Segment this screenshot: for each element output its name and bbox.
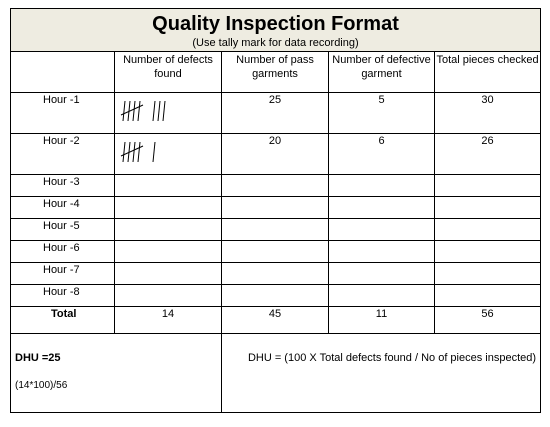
- defective-cell: [328, 174, 435, 197]
- pass-cell: [221, 284, 329, 307]
- total-cell: [433, 284, 542, 307]
- total-cell: [433, 196, 542, 219]
- header-blank: [10, 51, 115, 93]
- dhu-result-cell: DHU =25 (14*100)/56: [10, 333, 222, 413]
- table-row: Hour -5: [10, 218, 542, 241]
- defective-cell: [328, 284, 435, 307]
- dhu-formula: DHU = (100 X Total defects found / No of…: [247, 352, 537, 364]
- inspection-sheet: Quality Inspection Format (Use tally mar…: [9, 8, 542, 420]
- hour-label: Hour -6: [10, 240, 115, 263]
- dhu-value: DHU =25: [15, 352, 61, 364]
- total-defects: 14: [114, 306, 222, 334]
- total-label: Total: [10, 306, 115, 334]
- tally-stroke: [132, 100, 136, 122]
- pass-cell: [221, 262, 329, 285]
- dhu-calculation: (14*100)/56: [15, 380, 68, 391]
- hour-label: Hour -8: [10, 284, 115, 307]
- defective-cell: [328, 262, 435, 285]
- total-cell: 30: [433, 92, 542, 134]
- hour-label: Hour -5: [10, 218, 115, 241]
- form-subtitle: (Use tally mark for data recording): [192, 37, 359, 49]
- table-row: Hour -3: [10, 174, 542, 197]
- tally-stroke: [152, 100, 156, 122]
- total-cell: [433, 174, 542, 197]
- pass-cell: 25: [221, 92, 329, 134]
- header-pass: Number of pass garments: [221, 51, 329, 93]
- defects-cell: [114, 262, 222, 285]
- pass-cell: [221, 240, 329, 263]
- defective-cell: 5: [328, 92, 435, 134]
- tally-stroke: [152, 141, 156, 163]
- total-cell: [433, 218, 542, 241]
- defective-cell: [328, 196, 435, 219]
- defects-tally-cell: [114, 133, 222, 175]
- tally-stroke: [137, 100, 141, 122]
- table-row: Hour -2 20 6 26: [10, 133, 542, 175]
- header-defective: Number of defective garment: [328, 51, 435, 93]
- defects-cell: [114, 174, 222, 197]
- hour-label: Hour -7: [10, 262, 115, 285]
- table-row: Hour -4: [10, 196, 542, 219]
- table-row: Hour -8: [10, 284, 542, 307]
- hour-label: Hour -3: [10, 174, 115, 197]
- hour-label: Hour -2: [10, 133, 115, 175]
- tally-stroke: [162, 100, 166, 122]
- total-checked: 56: [433, 306, 542, 334]
- pass-cell: [221, 196, 329, 219]
- pass-cell: 20: [221, 133, 329, 175]
- total-pass: 45: [221, 306, 329, 334]
- header-row: Number of defects found Number of pass g…: [10, 51, 542, 93]
- form-title: Quality Inspection Format: [152, 13, 399, 35]
- defects-cell: [114, 218, 222, 241]
- title-cell: Quality Inspection Format (Use tally mar…: [9, 8, 542, 52]
- inspection-table: Quality Inspection Format (Use tally mar…: [9, 8, 542, 413]
- table-row: Hour -1 25 5 30: [10, 92, 542, 134]
- header-defects: Number of defects found: [114, 51, 222, 93]
- tally-stroke: [132, 141, 136, 163]
- tally-stroke: [137, 141, 141, 163]
- defective-cell: [328, 218, 435, 241]
- dhu-formula-cell: DHU = (100 X Total defects found / No of…: [220, 333, 542, 413]
- tally-stroke: [122, 141, 126, 163]
- tally-stroke: [157, 100, 161, 122]
- defects-cell: [114, 284, 222, 307]
- total-defective: 11: [328, 306, 435, 334]
- total-row: Total 14 45 11 56: [10, 306, 542, 334]
- tally-marks: [120, 100, 166, 122]
- defects-cell: [114, 196, 222, 219]
- table-row: Hour -7: [10, 262, 542, 285]
- table-row: Hour -6: [10, 240, 542, 263]
- defects-tally-cell: [114, 92, 222, 134]
- tally-slash: [120, 104, 144, 116]
- pass-cell: [221, 174, 329, 197]
- defective-cell: [328, 240, 435, 263]
- pass-cell: [221, 218, 329, 241]
- header-total: Total pieces checked: [433, 51, 542, 93]
- hour-label: Hour -4: [10, 196, 115, 219]
- hour-label: Hour -1: [10, 92, 115, 134]
- total-cell: [433, 262, 542, 285]
- defective-cell: 6: [328, 133, 435, 175]
- total-cell: 26: [433, 133, 542, 175]
- tally-marks: [120, 141, 156, 163]
- tally-stroke: [122, 100, 126, 122]
- dhu-row: DHU =25 (14*100)/56 DHU = (100 X Total d…: [10, 333, 542, 413]
- defects-cell: [114, 240, 222, 263]
- total-cell: [433, 240, 542, 263]
- tally-slash: [120, 145, 144, 157]
